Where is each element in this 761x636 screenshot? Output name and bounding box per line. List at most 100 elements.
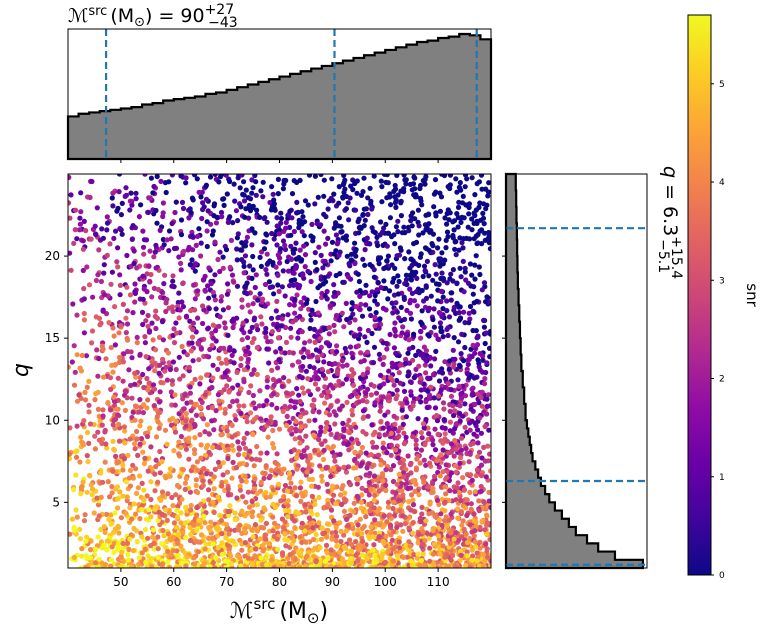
scatter-point — [370, 564, 376, 568]
scatter-point — [483, 369, 489, 376]
scatter-point — [106, 516, 112, 522]
scatter-point — [155, 517, 161, 524]
scatter-point — [205, 325, 211, 331]
scatter-point — [178, 444, 184, 450]
scatter-point — [171, 326, 177, 332]
scatter-point — [320, 456, 327, 463]
scatter-point — [284, 423, 290, 429]
scatter-point — [413, 467, 419, 473]
scatter-point — [462, 269, 468, 275]
scatter-point — [351, 333, 357, 339]
scatter-point — [210, 541, 216, 547]
scatter-point — [436, 544, 442, 550]
scatter-point — [431, 306, 437, 312]
scatter-point — [348, 560, 354, 566]
scatter-point — [198, 346, 204, 352]
scatter-point — [122, 388, 128, 394]
scatter-point — [263, 267, 269, 273]
scatter-point — [84, 453, 90, 459]
scatter-point — [121, 351, 127, 357]
scatter-point — [398, 502, 404, 508]
scatter-point — [348, 424, 354, 431]
scatter-point — [122, 440, 128, 446]
scatter-point — [192, 174, 198, 178]
scatter-point — [324, 521, 331, 527]
scatter-point — [453, 469, 459, 475]
scatter-point — [195, 340, 201, 346]
scatter-point — [104, 547, 110, 553]
scatter-point — [339, 501, 345, 508]
scatter-point — [216, 323, 222, 329]
scatter-point — [469, 175, 475, 181]
scatter-point — [202, 429, 208, 435]
scatter-point — [101, 292, 108, 298]
scatter-point — [325, 389, 331, 395]
scatter-point — [287, 302, 293, 308]
scatter-point — [268, 467, 274, 473]
scatter-point — [180, 373, 186, 379]
scatter-point — [331, 282, 337, 288]
scatter-point — [361, 206, 367, 212]
scatter-point — [303, 368, 309, 374]
scatter-point — [426, 431, 432, 437]
scatter-point — [394, 309, 400, 315]
scatter-point — [367, 293, 373, 299]
scatter-point — [476, 508, 482, 514]
scatter-point — [123, 185, 129, 191]
scatter-point — [428, 363, 434, 369]
scatter-point — [101, 542, 107, 548]
scatter-point — [68, 174, 72, 180]
scatter-point — [415, 416, 421, 422]
scatter-point — [482, 559, 488, 565]
scatter-point — [77, 215, 83, 221]
scatter-point — [309, 402, 315, 408]
scatter-point — [232, 517, 238, 523]
scatter-point — [210, 499, 216, 505]
scatter-point — [431, 541, 437, 547]
marginal-x-bars — [66, 32, 493, 161]
scatter-point — [227, 503, 233, 509]
scatter-point — [162, 427, 169, 433]
scatter-point — [353, 465, 359, 471]
scatter-point — [262, 532, 268, 538]
scatter-point — [357, 332, 363, 338]
scatter-point — [478, 483, 484, 490]
scatter-point — [209, 232, 216, 238]
scatter-point — [400, 324, 406, 330]
scatter-point — [276, 481, 282, 487]
scatter-point — [258, 314, 264, 320]
scatter-point — [291, 302, 297, 308]
scatter-point — [461, 309, 467, 315]
scatter-point — [452, 408, 458, 414]
scatter-point — [276, 426, 283, 432]
scatter-point — [326, 342, 332, 348]
scatter-point — [425, 425, 431, 431]
scatter-point — [397, 380, 403, 386]
scatter-point — [268, 207, 274, 213]
scatter-point — [115, 505, 121, 511]
scatter-point — [314, 221, 320, 227]
scatter-point — [251, 486, 257, 492]
scatter-point — [446, 358, 453, 364]
scatter-point — [486, 180, 491, 186]
scatter-point — [463, 277, 469, 283]
scatter-point — [270, 441, 276, 447]
scatter-point — [157, 362, 163, 368]
scatter-point — [426, 211, 432, 217]
scatter-point — [162, 368, 168, 374]
scatter-point — [461, 487, 468, 493]
scatter-point — [145, 468, 151, 474]
scatter-point — [370, 360, 377, 366]
scatter-point — [305, 388, 312, 394]
scatter-point — [239, 240, 245, 246]
scatter-point — [328, 303, 334, 309]
scatter-point — [337, 451, 343, 457]
scatter-point — [184, 352, 190, 358]
scatter-point — [380, 340, 386, 346]
scatter-point — [482, 423, 488, 430]
scatter-point — [417, 460, 423, 466]
scatter-point — [260, 179, 266, 185]
scatter-point — [349, 541, 355, 548]
scatter-point — [95, 406, 101, 412]
scatter-point — [422, 362, 428, 368]
